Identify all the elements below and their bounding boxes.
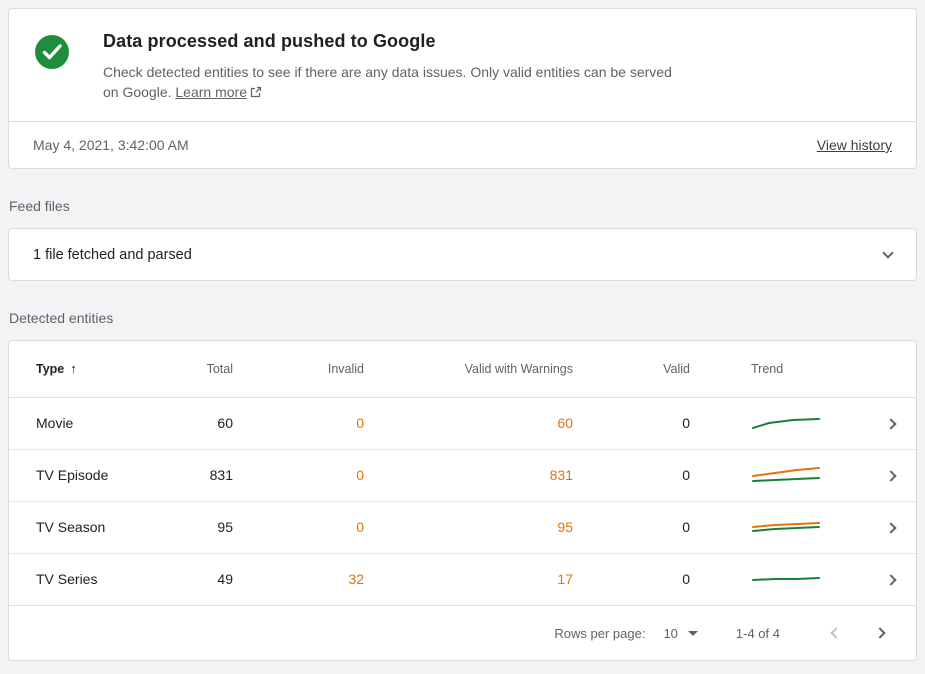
cell-invalid: 0 [249,501,380,554]
table-pagination: Rows per page: 10 1-4 of 4 [9,605,916,660]
cell-trend [706,449,866,502]
previous-page-button[interactable] [822,619,850,647]
chevron-right-icon [874,627,886,639]
column-header-trend[interactable]: Trend [706,341,866,398]
cell-total: 60 [169,397,249,450]
status-title: Data processed and pushed to Google [103,31,436,51]
cell-type: Movie [9,397,169,450]
status-main: Data processed and pushed to Google Chec… [9,9,916,121]
cell-valid: 0 [589,501,706,554]
learn-more-link[interactable]: Learn more [175,84,247,100]
cell-valid-with-warnings: 60 [380,397,589,450]
status-footer: May 4, 2021, 3:42:00 AM View history [9,121,916,168]
rows-per-page-label: Rows per page: [554,625,646,641]
cell-valid: 0 [589,449,706,502]
status-description: Check detected entities to see if there … [103,62,673,103]
view-history-link[interactable]: View history [816,137,892,153]
cell-trend [706,501,866,554]
cell-invalid: 32 [348,571,364,588]
chevron-right-icon[interactable] [885,418,897,430]
next-page-button[interactable] [866,619,894,647]
chevron-right-icon[interactable] [885,522,897,534]
column-header-total[interactable]: Total [169,341,249,398]
cell-type: TV Series [36,571,98,588]
trend-sparkline [752,577,820,582]
feed-files-section-label: Feed files [9,198,70,214]
cell-type: TV Season [9,501,169,554]
cell-valid: 0 [589,397,706,450]
trend-sparkline [752,467,820,482]
feed-files-summary: 1 file fetched and parsed [33,246,192,263]
cell-type: TV Episode [9,449,169,502]
cell-invalid: 0 [249,449,380,502]
cell-total: 49 [217,571,233,588]
column-header-invalid[interactable]: Invalid [249,341,380,398]
table-row[interactable]: Movie 60 0 60 0 [9,397,916,450]
table-row[interactable]: TV Episode 831 0 831 0 [9,449,916,502]
feed-files-card[interactable]: 1 file fetched and parsed [8,228,917,281]
cell-valid-with-warnings: 831 [380,449,589,502]
row-nav[interactable] [866,397,916,450]
detected-entities-table-card: Type ↑ Total Invalid Valid with Warnings … [8,340,917,661]
processing-timestamp: May 4, 2021, 3:42:00 AM [33,137,189,153]
cell-valid-with-warnings: 17 [557,571,573,588]
chevron-right-icon[interactable] [885,470,897,482]
row-nav[interactable] [866,553,916,605]
cell-trend [706,553,866,605]
chevron-right-icon[interactable] [885,574,897,586]
trend-sparkline [752,418,820,429]
rows-per-page-select[interactable]: 10 [663,625,698,641]
table-header-row: Type ↑ Total Invalid Valid with Warnings … [9,341,916,398]
chevron-left-icon [830,627,842,639]
detected-entities-table: Type ↑ Total Invalid Valid with Warnings … [9,341,916,605]
chevron-down-icon[interactable] [882,246,894,259]
success-check-icon [33,33,71,76]
detected-entities-section-label: Detected entities [9,310,114,326]
trend-sparkline [752,522,820,532]
dropdown-arrow-icon [687,630,698,636]
sort-ascending-icon: ↑ [70,361,77,377]
cell-valid-with-warnings: 95 [380,501,589,554]
table-row[interactable]: TV Series 49 32 17 0 [9,553,916,605]
column-header-nav [866,341,916,398]
status-text-block: Data processed and pushed to Google Chec… [103,31,673,103]
cell-total: 831 [169,449,249,502]
row-nav[interactable] [866,501,916,554]
column-header-valid[interactable]: Valid [589,341,706,398]
cell-valid: 0 [682,571,690,588]
pagination-range: 1-4 of 4 [735,625,780,641]
cell-invalid: 0 [249,397,380,450]
column-header-type[interactable]: Type ↑ [9,341,169,398]
row-nav[interactable] [866,449,916,502]
status-card: Data processed and pushed to Google Chec… [8,8,917,169]
external-link-icon [250,83,262,103]
table-row[interactable]: TV Season 95 0 95 0 [9,501,916,554]
cell-trend [706,397,866,450]
status-description-text: Check detected entities to see if there … [103,64,672,100]
column-header-valid-with-warnings[interactable]: Valid with Warnings [380,341,589,398]
rows-per-page-value: 10 [663,625,678,641]
cell-total: 95 [169,501,249,554]
